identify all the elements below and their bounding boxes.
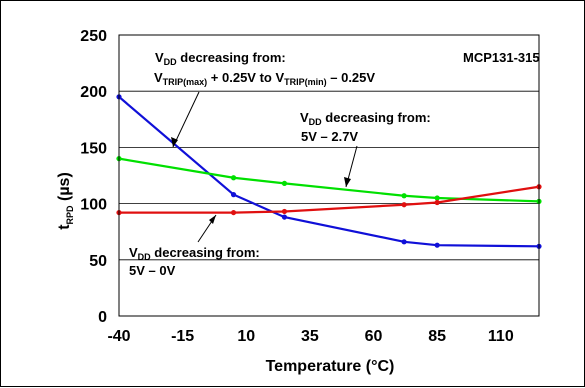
y-axis-title: tRPD (µs)	[56, 172, 75, 230]
blue-annotation-line2: VTRIP(max) + 0.25V to VTRIP(min) – 0.25V	[154, 70, 375, 87]
grid-lines	[119, 90, 539, 261]
plot-border	[118, 34, 540, 317]
y-tick-label: 50	[89, 253, 107, 270]
green-arrowhead	[344, 177, 351, 187]
x-tick-label: 60	[365, 328, 383, 345]
y-tick-label: 200	[80, 84, 107, 101]
red-annotation-line2: 5V – 0V	[129, 263, 176, 278]
red-annotation-line1: VDD decreasing from:	[129, 245, 260, 262]
blue-annotation-line1: VDD decreasing from:	[155, 50, 286, 67]
green-annotation-line1: VDD decreasing from:	[300, 110, 431, 127]
blue-arrowhead	[171, 137, 178, 147]
series-point	[401, 239, 407, 245]
series-point	[401, 202, 407, 208]
x-tick-label: -15	[171, 328, 194, 345]
series-point	[434, 195, 440, 201]
y-tick-label: 150	[80, 140, 107, 157]
series-point	[434, 199, 440, 206]
x-tick-label: 110	[488, 328, 514, 345]
x-axis-title: Temperature (°C)	[266, 358, 395, 375]
y-tick-label: 0	[98, 309, 107, 326]
y-tick-label: 100	[80, 197, 107, 214]
series-point	[401, 193, 407, 199]
device-label: MCP131-315	[463, 50, 540, 65]
series-point	[230, 175, 237, 181]
series-point	[281, 208, 288, 215]
x-tick-label: -40	[107, 328, 130, 345]
series-point	[434, 242, 440, 248]
axis-labels: 0 50 100 150 200 250 -40 -15 10 35 60 85 110	[80, 28, 514, 345]
series-point	[281, 214, 288, 220]
series-point	[230, 192, 237, 198]
series-line-2	[119, 185, 540, 214]
y-tick-label: 250	[80, 28, 107, 45]
x-tick-label: 10	[237, 328, 255, 345]
blue-annotation-arrow	[172, 91, 200, 148]
series-layer	[116, 94, 542, 249]
red-arrowhead	[209, 215, 216, 224]
series-line-0	[118, 95, 540, 248]
series-point	[230, 209, 237, 216]
series-line-1	[118, 157, 540, 203]
series-point	[281, 180, 288, 186]
green-annotation-line2: 5V – 2.7V	[301, 129, 358, 144]
x-tick-label: 35	[301, 328, 319, 345]
x-tick-label: 85	[428, 328, 446, 345]
